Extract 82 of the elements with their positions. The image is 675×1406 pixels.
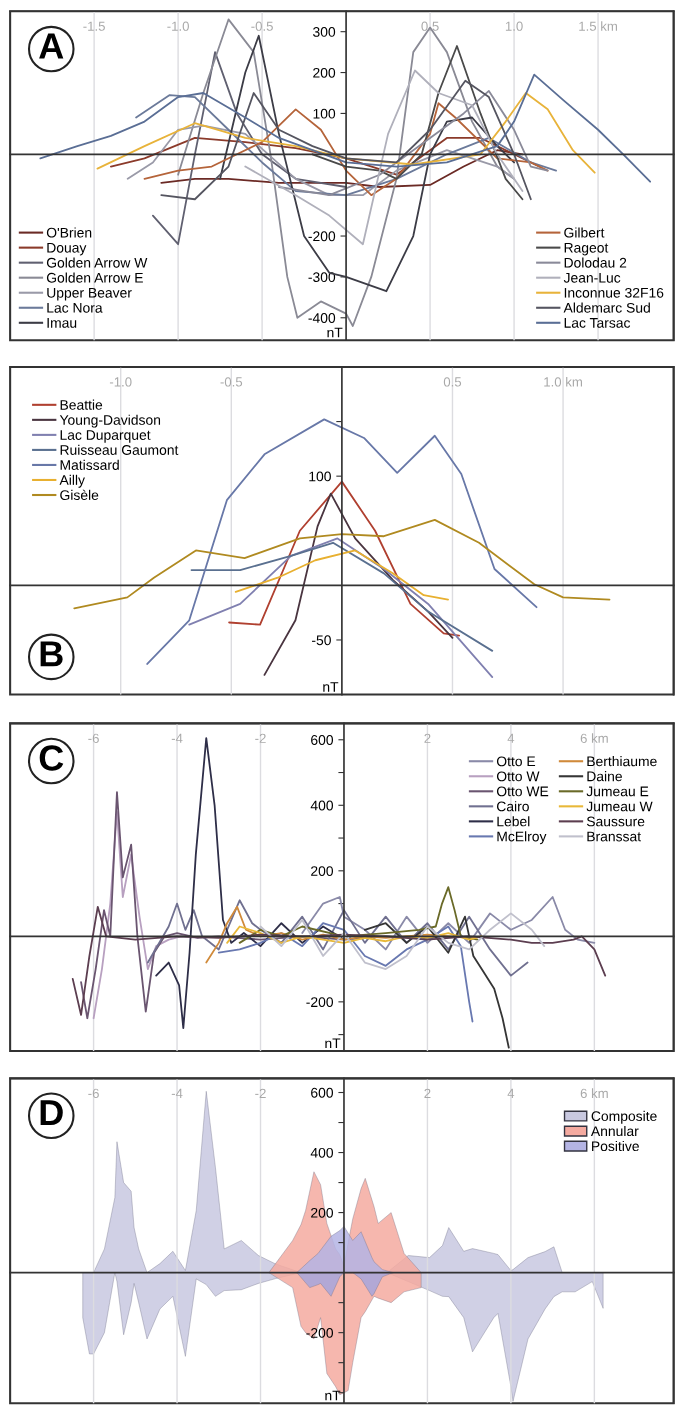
legend-label: Otto E: [496, 756, 536, 767]
legend-label: Douay: [47, 242, 87, 256]
legend-label: Ailly: [59, 474, 85, 488]
legend-label: Matissard: [60, 459, 119, 470]
legend-label: Lac Nora: [47, 303, 103, 313]
x-tick-label: -6: [88, 733, 99, 743]
legend-label: Jumeau E: [586, 786, 649, 797]
y-tick-label: 400: [310, 800, 334, 811]
x-tick-label: 1.0 km: [544, 376, 582, 387]
y-axis-title: nT: [325, 1038, 341, 1049]
y-tick-label: -200: [306, 1327, 334, 1338]
y-axis-title: nT: [323, 682, 339, 692]
y-tick-label: -400: [308, 313, 336, 323]
y-tick-label: 300: [313, 27, 336, 37]
y-axis-title: nT: [325, 1390, 341, 1401]
x-tick-label: 4: [507, 1088, 515, 1098]
legend-label: Golden Arrow W: [46, 257, 148, 268]
legend-label: Branssat: [587, 831, 641, 842]
annotation: B: [40, 641, 63, 667]
x-tick-label: -0.5: [251, 21, 273, 31]
legend-label: Rageot: [564, 242, 609, 256]
legend-label: Ruisseau Gaumont: [60, 444, 179, 455]
legend-label: O'Brien: [46, 227, 92, 238]
y-tick-label: -300: [308, 272, 336, 283]
legend-label: Otto WE: [496, 786, 549, 797]
x-tick-label: -4: [171, 1088, 183, 1098]
legend-label: Inconnue 32F16: [564, 287, 664, 298]
legend-label: Gilbert: [564, 227, 605, 238]
annotation: A: [39, 33, 64, 59]
x-tick-label: -1.0: [109, 377, 132, 387]
y-tick-label: 100: [313, 108, 336, 119]
x-tick-label: 2: [424, 733, 431, 743]
legend-label: McElroy: [497, 831, 547, 845]
legend-label: Lac Duparquet: [60, 430, 151, 443]
x-tick-label: -2: [255, 733, 266, 743]
y-tick-label: 100: [309, 471, 331, 482]
y-tick-label: 400: [310, 1147, 334, 1158]
x-tick-label: 0.5: [421, 21, 439, 31]
legend-label: Jumeau W: [586, 801, 653, 812]
legend-label: Otto W: [496, 771, 540, 782]
annotation: C: [39, 745, 64, 771]
legend-label: Lebel: [497, 816, 530, 827]
annotation: D: [40, 1100, 63, 1126]
y-tick-label: 200: [311, 1207, 334, 1218]
x-tick-label: 2: [424, 1088, 431, 1098]
x-tick-label: -0.5: [220, 377, 243, 387]
y-axis-title: nT: [327, 327, 343, 338]
y-tick-label: -200: [308, 231, 336, 242]
legend-label: Composite: [591, 1110, 657, 1124]
x-tick-label: -6: [88, 1088, 99, 1099]
x-tick-label: 0.5: [443, 377, 462, 387]
legend-label: Cairo: [497, 801, 529, 812]
legend-label: Gisèle: [60, 489, 99, 500]
legend-label: Jean-Luc: [563, 273, 621, 283]
y-tick-label: 600: [311, 735, 334, 745]
x-tick-label: 6 km: [580, 733, 608, 743]
legend-label: Aldemarc Sud: [563, 302, 650, 313]
y-tick-label: -200: [306, 997, 334, 1008]
legend-label: Lac Tarsac: [564, 318, 631, 328]
legend-label: Dolodau 2: [564, 257, 627, 268]
x-tick-label: 1.5 km: [579, 21, 617, 31]
legend-label: Upper Beaver: [47, 288, 132, 301]
legend-label: Annular: [590, 1125, 639, 1137]
x-tick-label: -1.5: [83, 21, 105, 31]
legend-label: Berthiaume: [587, 756, 657, 767]
legend-label: Golden Arrow E: [46, 272, 143, 283]
x-tick-label: -4: [171, 733, 183, 743]
legend-label: Beattie: [60, 399, 103, 410]
x-tick-label: 6 km: [580, 1088, 608, 1099]
y-tick-label: -50: [312, 635, 331, 646]
legend-label: Positive: [592, 1140, 639, 1152]
x-tick-label: -1.0: [167, 21, 189, 31]
x-tick-label: -2: [255, 1088, 266, 1098]
y-tick-label: 200: [311, 866, 334, 876]
x-tick-label: 1.0: [505, 21, 523, 31]
legend-label: Young-Davidson: [59, 414, 161, 428]
legend-label: Saussure: [586, 816, 645, 827]
legend-label: Daine: [587, 771, 622, 782]
x-tick-label: 4: [507, 733, 515, 743]
legend-label: Imau: [47, 318, 77, 328]
y-tick-label: 600: [311, 1087, 334, 1098]
y-tick-label: 200: [313, 67, 336, 78]
